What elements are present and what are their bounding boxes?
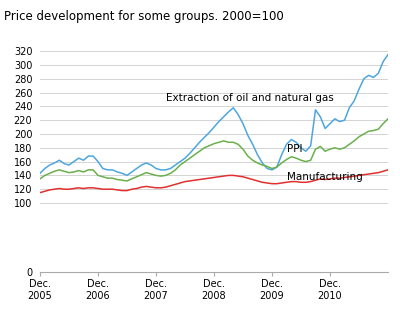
Text: Manufacturing: Manufacturing	[286, 172, 362, 182]
Text: Extraction of oil and natural gas: Extraction of oil and natural gas	[166, 93, 334, 103]
Text: PPI: PPI	[286, 144, 302, 154]
Text: Price development for some groups. 2000=100: Price development for some groups. 2000=…	[4, 10, 284, 23]
